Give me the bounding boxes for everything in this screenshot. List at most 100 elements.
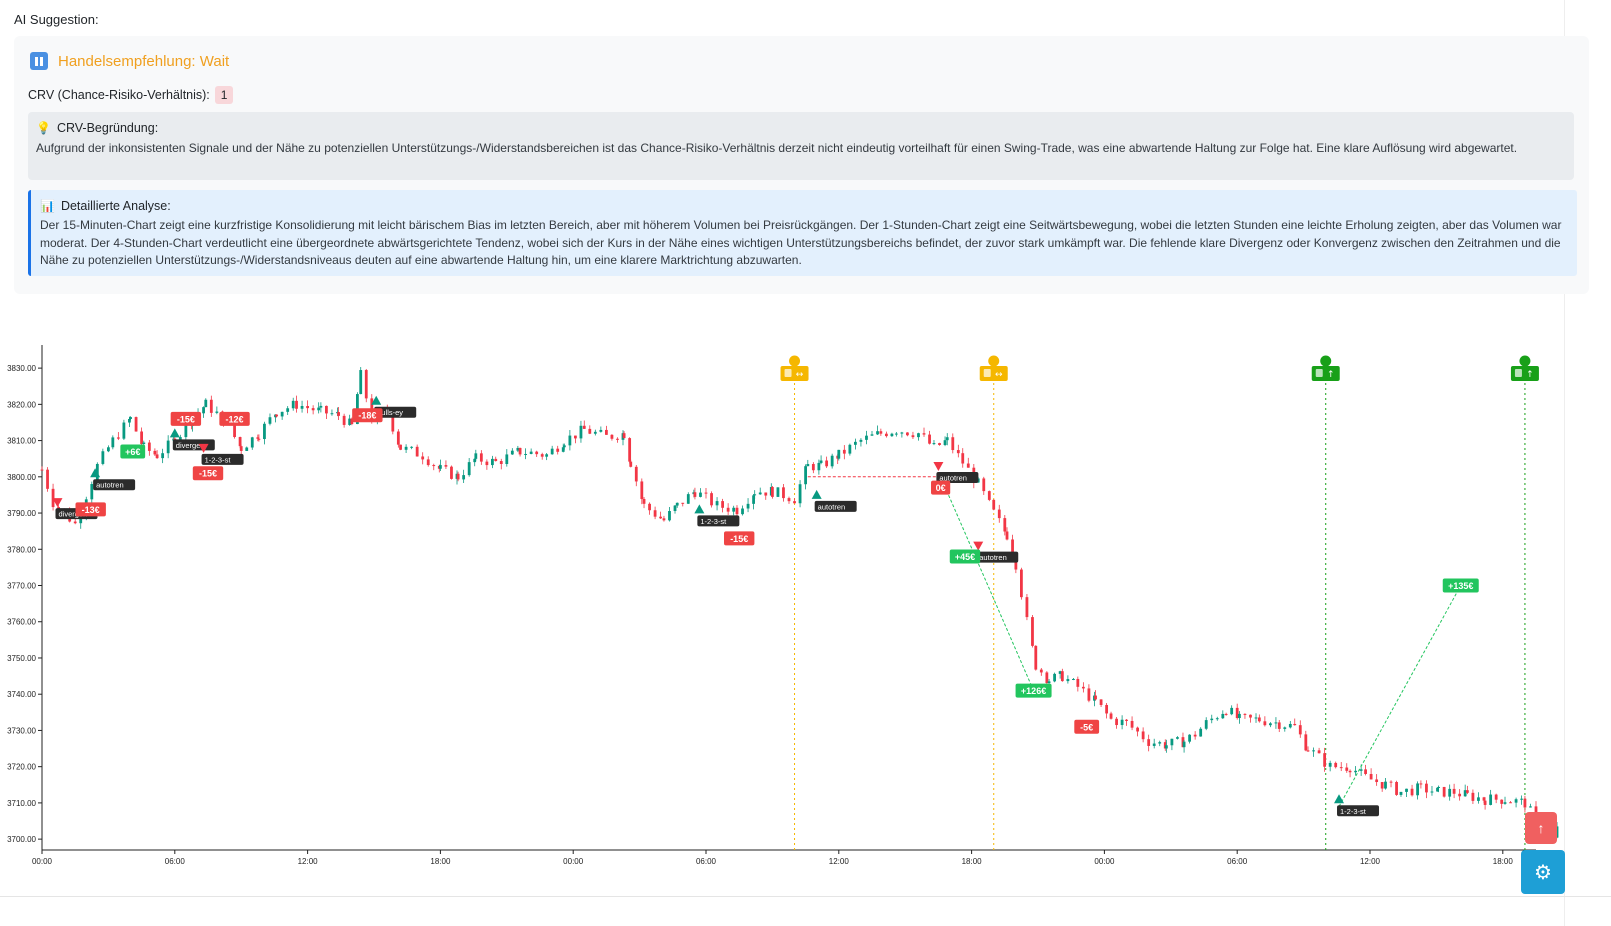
candle	[1014, 557, 1018, 570]
candle	[462, 475, 466, 480]
candle	[1306, 750, 1310, 752]
candle	[634, 466, 638, 482]
y-tick-label: 3780.00	[7, 545, 36, 554]
signal-label: divergen	[176, 441, 205, 450]
candle	[291, 400, 295, 409]
arrow-up-icon: ↑	[1537, 820, 1545, 836]
y-tick-label: 3710.00	[7, 799, 36, 808]
candle	[1249, 714, 1252, 718]
candle	[787, 498, 791, 502]
candle	[753, 494, 757, 496]
candle	[599, 429, 603, 432]
candle	[710, 493, 713, 506]
x-tick-label: 12:00	[829, 857, 850, 866]
candlestick-chart-svg[interactable]: 3830.00 3820.00 3810.00 3800.00 3790.00 3780.…	[0, 345, 1611, 870]
candle	[510, 450, 514, 455]
candle	[673, 505, 677, 512]
event-dot	[789, 355, 801, 367]
candle	[1215, 718, 1219, 720]
candle	[1384, 781, 1387, 789]
candle	[295, 400, 298, 409]
scroll-to-top-button[interactable]: ↑	[1525, 812, 1557, 844]
signal-label: autotren	[818, 502, 846, 511]
candle	[404, 446, 408, 450]
signal-label: bulls-ey	[377, 408, 403, 417]
candle	[535, 451, 539, 455]
candle	[1339, 767, 1343, 769]
candle	[1529, 806, 1532, 808]
candle	[1204, 720, 1208, 729]
candle	[668, 511, 671, 521]
signal-up-marker	[694, 504, 705, 514]
crv-label: CRV (Chance-Risiko-Verhältnis):	[28, 88, 210, 102]
candle	[842, 449, 846, 454]
candle	[884, 433, 888, 437]
signal-label: autotren	[96, 481, 124, 490]
candle	[410, 446, 414, 448]
candle	[1534, 806, 1538, 817]
signal-label-box	[936, 471, 979, 483]
candle	[147, 442, 151, 451]
ai-suggestion-label: AI Suggestion:	[14, 12, 99, 27]
candle	[574, 435, 577, 439]
candle	[1003, 518, 1007, 532]
candle	[1263, 721, 1267, 726]
candle	[605, 429, 608, 435]
x-tick-label: 18:00	[430, 857, 451, 866]
signal-up-marker	[1334, 794, 1345, 804]
candle	[1076, 678, 1080, 687]
candle	[1060, 671, 1064, 682]
x-tick-label: 06:00	[696, 857, 717, 866]
y-tick-label: 3700.00	[7, 835, 36, 844]
x-tick-label: 00:00	[32, 857, 53, 866]
pnl-badge	[949, 549, 981, 564]
settings-button[interactable]: ⚙	[1521, 850, 1565, 894]
candle	[943, 440, 947, 446]
candle	[932, 443, 936, 445]
candle	[286, 408, 290, 412]
candle	[421, 456, 425, 460]
pnl-badge	[120, 444, 146, 459]
candle	[1389, 781, 1393, 783]
candle	[1494, 794, 1498, 800]
signal-down-marker	[973, 541, 984, 551]
candle	[1369, 773, 1373, 780]
candle	[1115, 718, 1118, 726]
candle	[1348, 770, 1352, 773]
candle	[1034, 645, 1038, 670]
candle	[662, 518, 666, 521]
pnl-badge-text: +126€	[1021, 686, 1046, 696]
y-tick-label: 3830.00	[7, 364, 36, 373]
y-tick-label: 3810.00	[7, 437, 36, 446]
lightbulb-icon: 💡	[36, 121, 51, 135]
candle	[359, 370, 363, 395]
signal-label: autotren	[979, 553, 1007, 562]
candle	[900, 432, 904, 434]
candle	[928, 434, 931, 444]
signal-down-marker	[52, 498, 63, 508]
candle	[1238, 713, 1241, 719]
candle	[1147, 739, 1151, 746]
candle	[804, 466, 807, 485]
analysis-box: 📊 Detaillierte Analyse: Der 15-Minuten-C…	[28, 190, 1577, 276]
candle	[1482, 797, 1486, 801]
price-chart[interactable]: 3830.00 3820.00 3810.00 3800.00 3790.00 3780.…	[0, 345, 1611, 870]
candle	[1141, 731, 1145, 740]
candle	[1555, 826, 1559, 838]
candle	[1269, 723, 1272, 726]
x-tick-label: 06:00	[165, 857, 186, 866]
crv-value-badge: 1	[214, 86, 234, 104]
candle	[399, 444, 402, 450]
candle	[1164, 745, 1168, 749]
pnl-badge-text: -5€	[1080, 722, 1093, 732]
candle	[1514, 799, 1518, 803]
x-tick-label: 06:00	[1227, 857, 1248, 866]
page-scrollbar[interactable]	[1564, 0, 1565, 926]
signal-label-box	[976, 551, 1019, 563]
candle	[628, 438, 632, 462]
candle	[432, 465, 436, 467]
signal-label-box	[201, 453, 244, 465]
candle	[450, 466, 453, 479]
pnl-badge-text: +135€	[1448, 581, 1473, 591]
candle	[997, 509, 1001, 519]
